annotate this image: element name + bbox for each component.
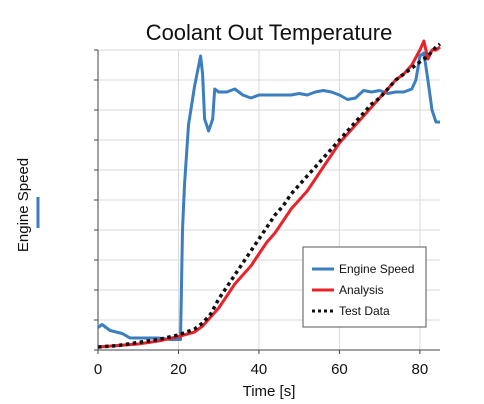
- x-tick-label: 0: [94, 361, 102, 378]
- x-tick-label: 80: [412, 361, 429, 378]
- chart-title: Coolant Out Temperature: [146, 20, 393, 45]
- y-axis-label: Engine Speed: [15, 158, 32, 252]
- x-tick-label: 60: [331, 361, 348, 378]
- x-tick-labels: 0 20 40 60 80: [94, 361, 428, 378]
- x-axis-label: Time [s]: [243, 383, 296, 400]
- axes: [94, 49, 440, 354]
- x-tick-label: 20: [170, 361, 187, 378]
- series-line-analysis: [97, 39, 441, 349]
- legend-label: Analysis: [339, 283, 384, 297]
- x-tick-label: 40: [251, 361, 268, 378]
- series-line-engine-speed: [97, 51, 440, 341]
- legend-label: Engine Speed: [339, 262, 414, 276]
- series-lines: [97, 39, 442, 349]
- legend-box: [302, 246, 427, 328]
- legend: Engine Speed Analysis Test Data: [302, 246, 427, 328]
- legend-label: Test Data: [339, 304, 390, 318]
- series-line-test-data: [97, 42, 442, 349]
